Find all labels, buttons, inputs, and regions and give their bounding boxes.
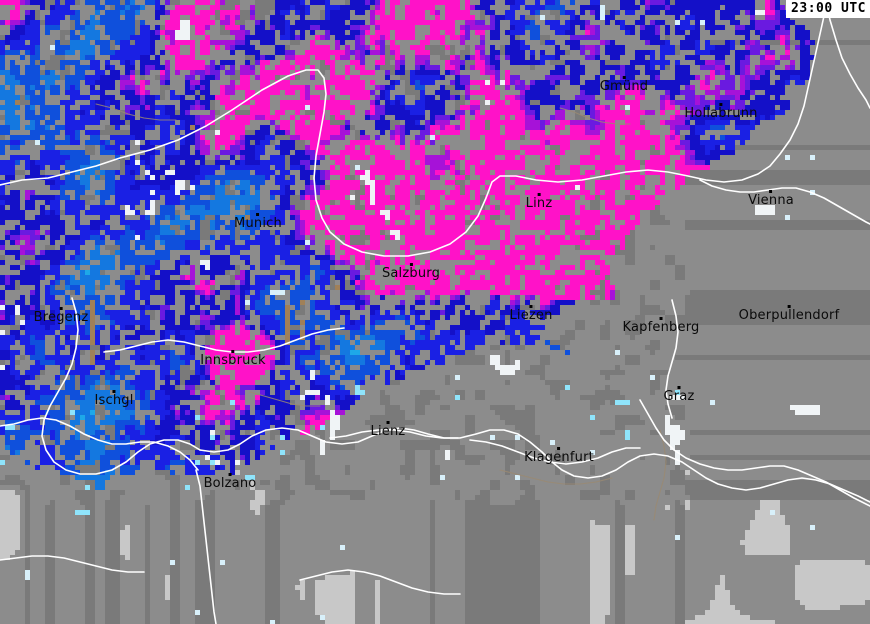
- city-marker-hollabrunn[interactable]: Hollabrunn: [684, 103, 757, 121]
- city-marker-oberpullendorf[interactable]: Oberpullendorf: [739, 305, 840, 323]
- city-marker-klagenfurt[interactable]: Klagenfurt: [524, 447, 594, 465]
- city-dot-icon: [659, 317, 663, 320]
- city-label: Munich: [234, 216, 282, 231]
- city-marker-kapfenberg[interactable]: Kapfenberg: [623, 317, 700, 335]
- city-label: Linz: [525, 196, 553, 211]
- city-marker-ischgl[interactable]: Ischgl: [94, 390, 133, 408]
- city-dot-icon: [557, 447, 561, 450]
- city-marker-munich[interactable]: Munich: [234, 213, 282, 231]
- timestamp-label: 23:00 UTC: [786, 0, 870, 18]
- city-label: Vienna: [748, 193, 794, 208]
- city-marker-graz[interactable]: Graz: [663, 386, 694, 404]
- city-dot-icon: [386, 421, 390, 424]
- city-label: Kapfenberg: [622, 320, 700, 335]
- city-dot-icon: [231, 350, 235, 353]
- city-label: Bregenz: [33, 310, 89, 325]
- city-label: Liezen: [509, 308, 553, 323]
- city-marker-vienna[interactable]: Vienna: [748, 190, 794, 208]
- city-label: Oberpullendorf: [738, 308, 840, 323]
- city-marker-gmnd[interactable]: Gmünd: [600, 76, 648, 94]
- city-dot-icon: [112, 390, 116, 393]
- city-dot-icon: [409, 263, 413, 266]
- city-dot-icon: [537, 193, 541, 196]
- city-label: Salzburg: [381, 266, 441, 281]
- city-label: Hollabrunn: [684, 106, 758, 121]
- city-marker-salzburg[interactable]: Salzburg: [382, 263, 440, 281]
- city-label: Ischgl: [94, 393, 134, 408]
- city-label: Graz: [663, 389, 695, 404]
- city-label: Bolzano: [203, 476, 257, 491]
- city-dot-icon: [677, 386, 681, 389]
- city-label: Gmünd: [599, 79, 649, 94]
- city-dot-icon: [256, 213, 260, 216]
- city-label: Innsbruck: [200, 353, 266, 368]
- city-dot-icon: [59, 307, 63, 310]
- city-label: Klagenfurt: [524, 450, 594, 465]
- city-marker-bolzano[interactable]: Bolzano: [204, 473, 257, 491]
- city-dot-icon: [769, 190, 773, 193]
- city-dot-icon: [622, 76, 626, 79]
- city-marker-linz[interactable]: Linz: [526, 193, 553, 211]
- city-dot-icon: [719, 103, 723, 106]
- city-dot-icon: [787, 305, 791, 308]
- city-marker-bregenz[interactable]: Bregenz: [34, 307, 89, 325]
- city-dot-icon: [228, 473, 232, 476]
- city-label: Lienz: [370, 424, 406, 439]
- city-marker-lienz[interactable]: Lienz: [371, 421, 406, 439]
- city-marker-liezen[interactable]: Liezen: [509, 305, 552, 323]
- city-marker-innsbruck[interactable]: Innsbruck: [200, 350, 266, 368]
- city-dot-icon: [529, 305, 533, 308]
